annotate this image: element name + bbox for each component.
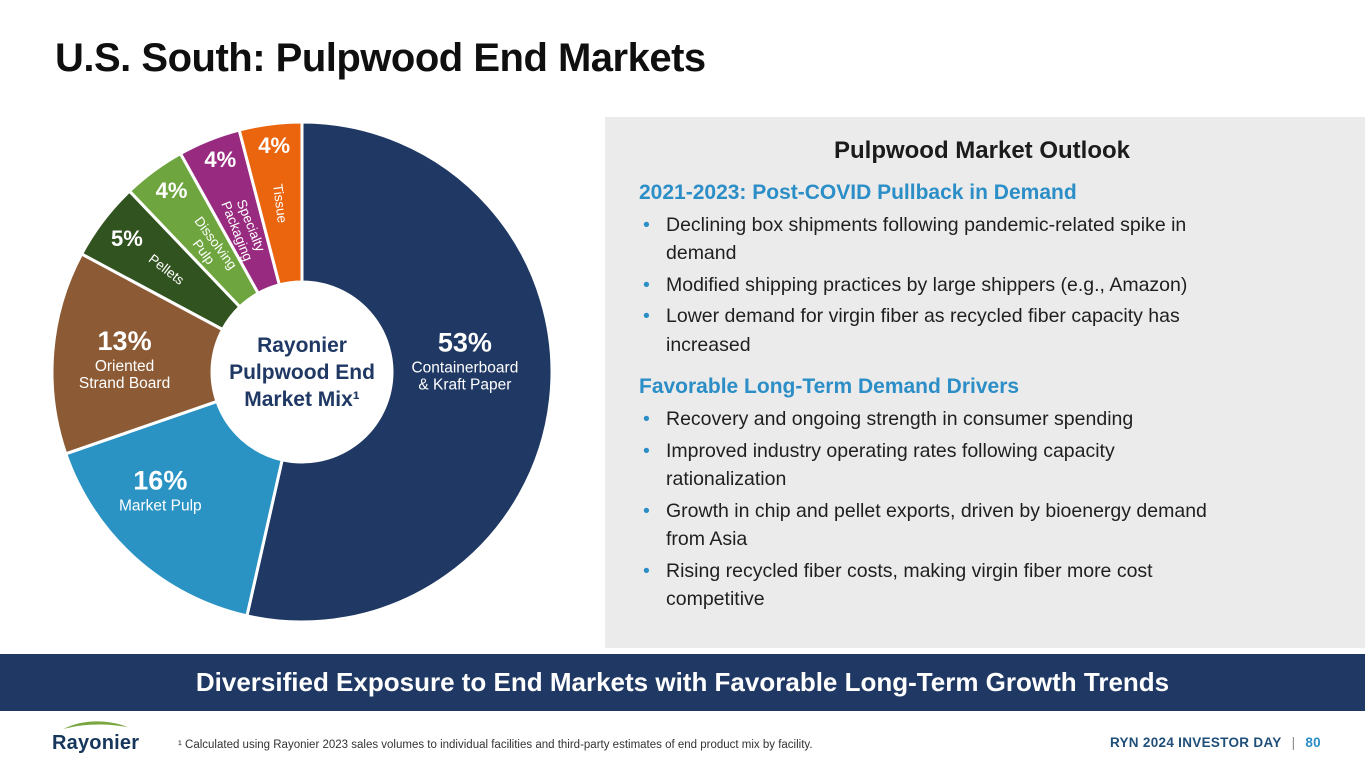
page-number: 80 (1305, 735, 1321, 750)
chart-label: 4% (204, 147, 236, 172)
chart-label: 5% (111, 226, 143, 251)
chart-label: & Kraft Paper (418, 377, 511, 394)
chart-label: Containerboard (411, 360, 518, 377)
chart-label: Market Pulp (119, 498, 202, 515)
outlook-bullet: Improved industry operating rates follow… (639, 437, 1239, 494)
outlook-bullet: Growth in chip and pellet exports, drive… (639, 497, 1239, 554)
chart-label: Tissue (270, 183, 290, 224)
footer-right: RYN 2024 INVESTOR DAY | 80 (1110, 735, 1321, 750)
outlook-bullet: Rising recycled fiber costs, making virg… (639, 557, 1239, 614)
rayonier-logo-text: Rayonier (52, 732, 140, 754)
rayonier-logo: Rayonier (52, 719, 139, 755)
outlook-section-heading: Favorable Long-Term Demand Drivers (639, 375, 1020, 399)
outlook-bullet: Recovery and ongoing strength in consume… (639, 405, 1239, 434)
chart-label: Oriented (95, 358, 154, 375)
outlook-bullet: Declining box shipments following pandem… (639, 211, 1239, 268)
chart-label: Strand Board (79, 375, 170, 392)
footnote: ¹ Calculated using Rayonier 2023 sales v… (178, 739, 813, 751)
chart-label: 4% (156, 178, 188, 203)
banner-text: Diversified Exposure to End Markets with… (195, 667, 1170, 697)
outlook-bullet-list: Declining box shipments following pandem… (639, 211, 1239, 359)
pie-segment-radial-label: Tissue (270, 183, 290, 224)
outlook-section-heading: 2021-2023: Post-COVID Pullback in Demand (639, 181, 1077, 204)
event-name: RYN 2024 INVESTOR DAY (1109, 735, 1282, 750)
pulpwood-end-market-mix-donut-chart: 53% Containerboard& Kraft Paper 16% Market … (50, 120, 554, 624)
pulpwood-market-outlook-panel: Pulpwood Market Outlook 2021-2023: Post-… (605, 117, 1365, 648)
outlook-bullet: Modified shipping practices by large shi… (639, 271, 1239, 300)
chart-label: 53% (438, 328, 492, 358)
chart-label: Market Mix¹ (244, 388, 360, 411)
page-title: U.S. South: Pulpwood End Markets (55, 36, 706, 80)
chart-label: 13% (98, 326, 152, 356)
chart-label: Pulpwood End (229, 361, 375, 384)
donut-center (212, 282, 392, 462)
outlook-bullet-list: Recovery and ongoing strength in consume… (639, 405, 1239, 613)
separator: | (1291, 735, 1296, 750)
bottom-banner: Diversified Exposure to End Markets with… (0, 654, 1365, 711)
chart-label: 16% (133, 466, 187, 496)
outlook-bullet: Lower demand for virgin fiber as recycle… (639, 302, 1239, 359)
chart-label: Rayonier (257, 334, 347, 357)
outlook-sections: 2021-2023: Post-COVID Pullback in Demand… (639, 181, 1325, 614)
outlook-title: Pulpwood Market Outlook (833, 137, 1130, 164)
rayonier-leaf-swoosh-icon (63, 721, 129, 730)
chart-label: 4% (258, 133, 290, 158)
